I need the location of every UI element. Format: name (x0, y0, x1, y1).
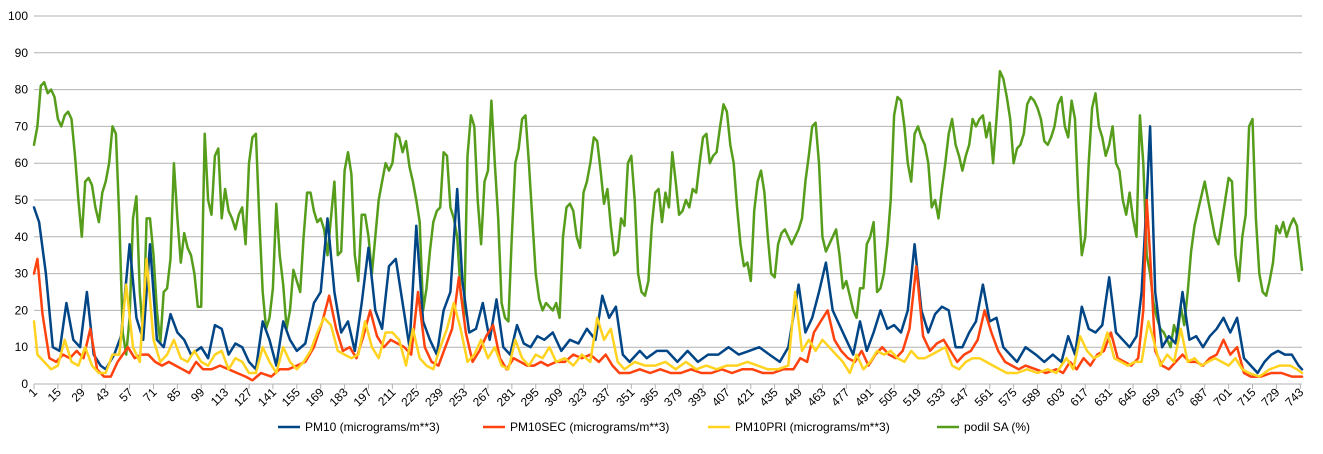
x-tick-label: 267 (470, 385, 494, 409)
x-tick-label: 463 (805, 385, 829, 409)
series-line-2 (32, 257, 1304, 378)
y-tick-label: 80 (15, 83, 29, 97)
x-tick-label: 687 (1187, 385, 1211, 409)
x-tick-label: 169 (303, 385, 327, 409)
x-tick-label: 1 (25, 385, 40, 400)
x-tick-label: 673 (1163, 385, 1187, 409)
y-axis-tick-labels: 0 10 20 30 40 50 60 70 80 90 100 (8, 9, 28, 391)
x-tick-label: 99 (188, 385, 208, 405)
legend-entry: PM10 (micrograms/m**3) (305, 420, 440, 434)
x-tick-label: 715 (1235, 385, 1259, 409)
legend-entry: PM10PRI (micrograms/m**3) (735, 420, 890, 434)
x-tick-label: 477 (828, 385, 852, 409)
x-tick-label: 589 (1020, 385, 1044, 409)
x-axis-tick-labels: 1 15 29 43 57 71 85 99 113 127 141 155 169 183 197 211 2… (25, 385, 1306, 409)
x-tick-label: 547 (948, 385, 972, 409)
axes (33, 383, 1302, 389)
x-tick-label: 337 (589, 385, 613, 409)
y-tick-label: 10 (15, 340, 29, 354)
legend: PM10 (micrograms/m**3) PM10SEC (microgram… (278, 420, 1030, 434)
x-tick-label: 127 (231, 385, 255, 409)
x-tick-label: 309 (542, 385, 566, 409)
x-tick-label: 295 (518, 385, 542, 409)
x-tick-label: 43 (92, 385, 112, 405)
series-line-0 (32, 125, 1304, 375)
x-tick-label: 631 (1091, 385, 1115, 409)
x-tick-label: 519 (900, 385, 924, 409)
x-tick-label: 743 (1282, 385, 1306, 409)
y-tick-label: 40 (15, 230, 29, 244)
x-tick-label: 183 (327, 385, 351, 409)
x-tick-label: 239 (422, 385, 446, 409)
x-tick-label: 659 (1139, 385, 1163, 409)
x-tick-label: 141 (255, 385, 279, 409)
x-tick-label: 379 (661, 385, 685, 409)
x-tick-label: 603 (1043, 385, 1067, 409)
x-tick-label: 15 (45, 385, 65, 405)
legend-entry: PM10SEC (micrograms/m**3) (510, 420, 669, 434)
x-tick-label: 575 (996, 385, 1020, 409)
x-tick-label: 393 (685, 385, 709, 409)
x-tick-label: 505 (876, 385, 900, 409)
x-tick-label: 561 (972, 385, 996, 409)
x-tick-label: 253 (446, 385, 470, 409)
x-tick-label: 645 (1115, 385, 1139, 409)
x-tick-label: 29 (69, 385, 89, 405)
series-line-3 (32, 69, 1304, 356)
x-tick-label: 225 (398, 385, 422, 409)
x-tick-label: 729 (1258, 385, 1282, 409)
y-tick-label: 100 (8, 9, 28, 23)
x-tick-label: 281 (494, 385, 518, 409)
y-tick-label: 90 (15, 46, 29, 60)
y-tick-label: 60 (15, 156, 29, 170)
y-tick-label: 0 (21, 377, 28, 391)
x-tick-label: 71 (140, 385, 160, 405)
x-tick-label: 323 (566, 385, 590, 409)
x-tick-label: 351 (613, 385, 637, 409)
x-tick-label: 197 (351, 385, 375, 409)
y-tick-label: 70 (15, 119, 29, 133)
x-tick-label: 449 (781, 385, 805, 409)
x-tick-label: 533 (924, 385, 948, 409)
series-lines (32, 69, 1304, 382)
y-tick-label: 50 (15, 193, 29, 207)
x-tick-label: 155 (279, 385, 303, 409)
x-tick-label: 701 (1211, 385, 1235, 409)
x-tick-label: 407 (709, 385, 733, 409)
x-tick-label: 85 (164, 385, 184, 405)
x-tick-label: 491 (852, 385, 876, 409)
x-tick-label: 57 (116, 385, 136, 405)
x-tick-label: 435 (757, 385, 781, 409)
y-tick-label: 30 (15, 267, 29, 281)
x-tick-label: 617 (1067, 385, 1091, 409)
x-tick-label: 365 (637, 385, 661, 409)
x-tick-label: 211 (375, 385, 399, 409)
x-tick-label: 113 (208, 385, 232, 409)
x-tick-label: 421 (733, 385, 757, 409)
y-tick-label: 20 (15, 303, 29, 317)
legend-entry: podil SA (%) (964, 420, 1030, 434)
